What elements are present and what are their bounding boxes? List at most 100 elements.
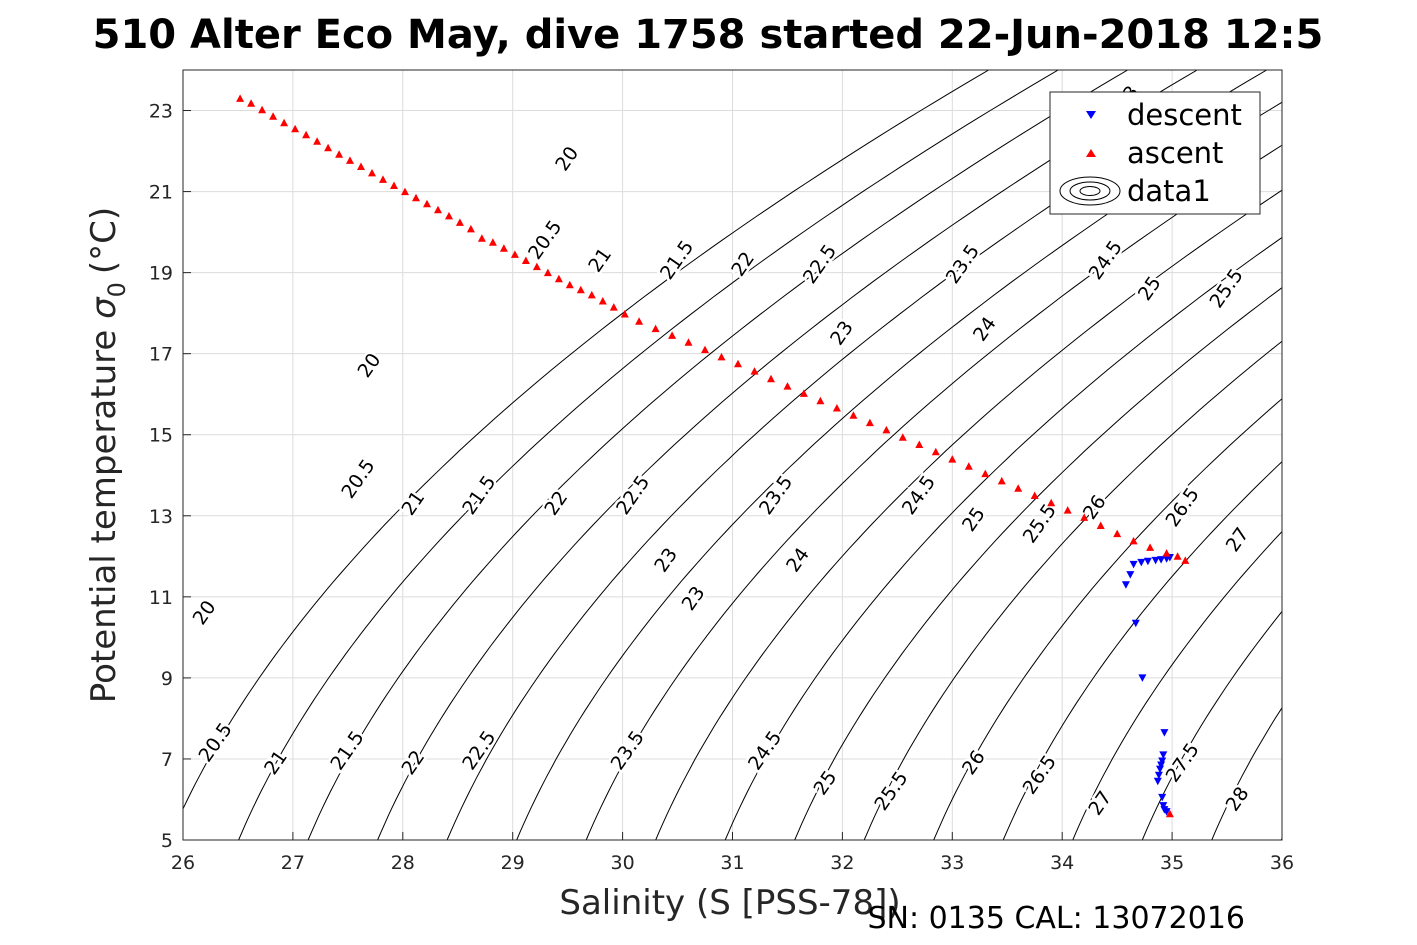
ascent-marker	[701, 345, 709, 354]
ascent-marker	[247, 99, 256, 107]
ascent-marker	[1113, 529, 1122, 538]
ascent-marker	[412, 193, 420, 202]
y-axis-label: Potential temperature σ0 (°C)	[84, 207, 131, 703]
contour-label: 23.5	[607, 727, 649, 774]
contour-line	[933, 398, 1282, 840]
x-tick-label: 35	[1160, 852, 1184, 874]
descent-marker	[1153, 777, 1162, 786]
contour-label: 27	[1084, 787, 1116, 819]
contour-line	[1211, 706, 1282, 840]
contour-line	[238, 70, 1060, 840]
descent-marker	[1159, 802, 1168, 810]
legend-descent-marker	[1086, 111, 1096, 119]
ascent-marker	[734, 359, 742, 368]
contour-line	[585, 144, 1282, 840]
ascent-marker	[477, 234, 486, 242]
ascent-marker	[532, 262, 541, 271]
ascent-marker	[587, 290, 596, 299]
descent-marker	[1159, 751, 1168, 759]
ascent-marker	[981, 469, 990, 478]
ascent-marker	[499, 244, 508, 252]
x-tick-label: 32	[830, 852, 854, 874]
ascent-marker	[1181, 556, 1190, 564]
ascent-marker	[1146, 543, 1155, 551]
ascent-marker	[964, 462, 973, 470]
ascent-marker	[401, 187, 409, 196]
legend-contour-icon	[1059, 176, 1121, 206]
contour-line	[377, 70, 1199, 840]
contour-line	[307, 70, 1129, 840]
ascent-marker	[565, 280, 574, 289]
ascent-marker	[466, 224, 475, 233]
ascent-marker	[1129, 536, 1138, 545]
contour-label: 20	[189, 597, 221, 629]
contour-label: 24.5	[744, 727, 786, 774]
contour-label: 22	[540, 487, 572, 519]
contour-label: 22.5	[458, 727, 500, 774]
contour-label: 21	[397, 487, 429, 519]
ascent-marker	[783, 382, 792, 390]
contour-label: 20.5	[337, 455, 379, 502]
contour-label: 23	[826, 317, 858, 349]
descent-marker	[1131, 619, 1140, 628]
ascent-marker	[346, 156, 354, 164]
descent-marker	[1154, 771, 1163, 780]
contour-line	[724, 236, 1282, 840]
contour-line	[1280, 837, 1282, 840]
y-tick-label: 7	[161, 749, 173, 771]
contour-label: 20.5	[524, 216, 566, 263]
ascent-marker	[882, 425, 891, 434]
footer-serial-cal: SN: 0135 CAL: 13072016	[867, 901, 1245, 936]
ascent-marker	[609, 303, 618, 311]
contour-label: 21	[584, 244, 616, 276]
ascent-marker	[335, 150, 344, 158]
axis-ticks: 26 27 28 29 30 31 32 33 34 35 36 5 7 9 11 13 15 17 19 21 23	[149, 101, 1294, 874]
y-axis-label-symbol: σ	[84, 296, 124, 319]
descent-marker	[1137, 558, 1146, 567]
ascent-marker	[898, 433, 907, 441]
x-tick-label: 36	[1270, 852, 1294, 874]
ascent-marker	[915, 440, 924, 448]
ascent-marker	[668, 331, 677, 339]
ascent-marker	[423, 199, 431, 208]
descent-marker	[1158, 793, 1167, 802]
contour-label: 21.5	[458, 472, 500, 519]
contour-label: 20	[551, 143, 583, 175]
ascent-marker	[1080, 513, 1089, 521]
x-tick-label: 26	[171, 852, 195, 874]
ascent-marker	[832, 404, 841, 412]
contour-label: 22	[397, 747, 429, 779]
descent-marker	[1160, 729, 1169, 737]
ascent-marker	[455, 218, 464, 226]
x-tick-label: 27	[281, 852, 305, 874]
contour-label: 22.5	[612, 472, 654, 519]
contour-line	[1141, 610, 1282, 840]
contour-label: 25	[1134, 272, 1166, 304]
contour-label: 22	[727, 248, 759, 280]
x-axis-label: Salinity (S [PSS-78])	[559, 883, 900, 923]
ascent-marker	[849, 411, 858, 419]
ascent-marker	[434, 205, 442, 214]
ascent-marker	[368, 168, 376, 177]
ascent-marker	[1063, 506, 1072, 514]
y-tick-label: 15	[149, 425, 173, 447]
ascent-marker	[554, 274, 563, 283]
ascent-marker	[651, 324, 660, 333]
ascent-marker	[280, 118, 289, 127]
contour-line	[794, 287, 1282, 840]
descent-marker	[1158, 757, 1167, 765]
x-tick-label: 34	[1050, 852, 1074, 874]
contour-label: 23	[650, 544, 682, 576]
ascent-marker	[1014, 484, 1023, 492]
ascent-marker	[1162, 549, 1171, 557]
ascent-marker	[521, 256, 530, 264]
contour-label: 23	[678, 582, 710, 614]
descent-marker	[1157, 761, 1166, 769]
ascent-marker	[543, 268, 552, 277]
ascent-marker	[390, 181, 398, 189]
density-contours	[183, 70, 1282, 840]
y-tick-label: 11	[149, 587, 173, 609]
y-tick-label: 13	[149, 506, 173, 528]
contour-label: 23.5	[942, 241, 984, 288]
